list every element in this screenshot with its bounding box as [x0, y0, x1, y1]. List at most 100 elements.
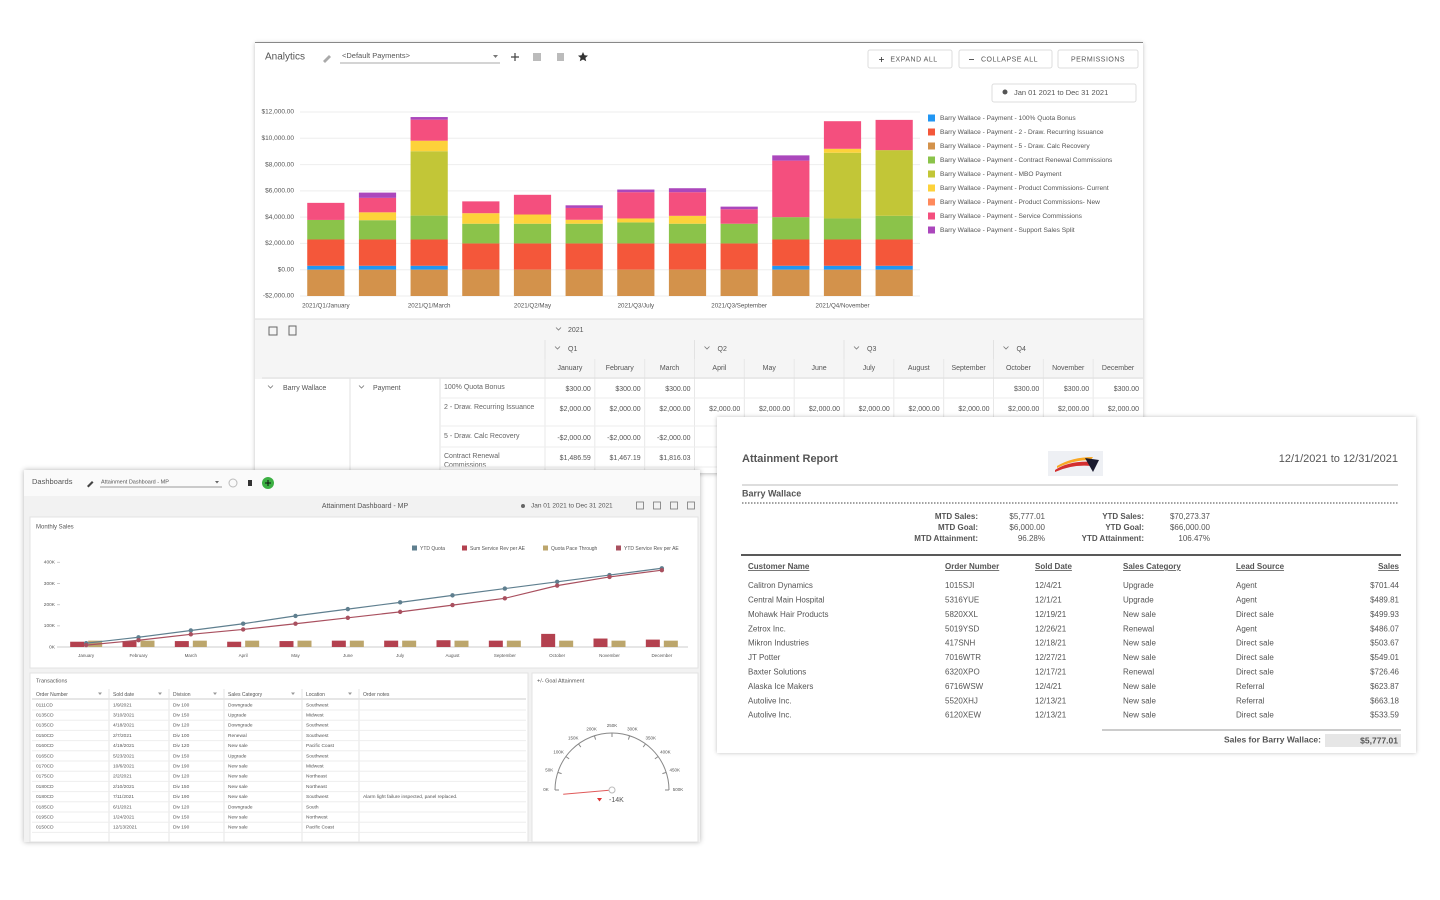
- gauge-value: -14K: [609, 797, 624, 804]
- table-cell: Downgrade: [228, 723, 253, 729]
- report-cell: Autolive Inc.: [748, 696, 792, 705]
- chevron[interactable]: [704, 346, 710, 350]
- column-header: Sold Date: [1035, 562, 1072, 571]
- bar-segment: [513, 243, 552, 270]
- column-header: Sales Category: [228, 692, 263, 698]
- legend-label: Barry Wallace - Payment - MBO Payment: [940, 171, 1062, 178]
- bar-segment: [617, 243, 655, 270]
- bar-segment: [875, 265, 913, 270]
- down-arrow: [597, 798, 602, 802]
- report-cell: Zetrox Inc.: [748, 624, 786, 633]
- pivot-cell: $1,467.19: [610, 455, 641, 462]
- chevron[interactable]: [358, 385, 365, 389]
- gauge-tick: [593, 735, 597, 740]
- delete-icon[interactable]: [248, 480, 252, 486]
- bar-segment: [823, 269, 862, 296]
- bar-segment: [772, 265, 810, 270]
- report-cell: $489.81: [1370, 596, 1399, 605]
- gauge-tick-label: 300K: [627, 726, 638, 731]
- edit-icon[interactable]: [323, 55, 331, 63]
- date-range-box[interactable]: [991, 83, 1137, 103]
- expand-icon: [879, 57, 884, 62]
- save-icon[interactable]: [533, 53, 541, 61]
- chevron[interactable]: [267, 385, 274, 389]
- share-icon[interactable]: [636, 501, 644, 510]
- line-series: [86, 567, 662, 644]
- chevron[interactable]: [1003, 346, 1009, 350]
- toolbar-button[interactable]: [867, 49, 953, 69]
- pivot-cell: $2,000.00: [859, 406, 890, 413]
- pivot-cell: $1,486.59: [560, 455, 591, 462]
- filter-icon[interactable]: [291, 692, 295, 696]
- column-header: Sold date: [113, 692, 134, 698]
- filter-icon[interactable]: [98, 692, 102, 696]
- report-cell: 12/13/21: [1035, 711, 1067, 720]
- legend-swatch: [928, 128, 935, 136]
- summary-value: 106.47%: [1178, 534, 1210, 543]
- analytics-canvas: Analytics <Default Payments> EXPAND ALL COL…: [255, 49, 1143, 471]
- bar-segment: [772, 239, 810, 266]
- edit-icon[interactable]: [87, 481, 94, 488]
- dashboard-heading: Attainment Dashboard - MP: [322, 503, 409, 510]
- edit-icon[interactable]: [670, 501, 678, 510]
- summary-value: $70,273.37: [1170, 512, 1211, 521]
- report-person: Barry Wallace: [742, 488, 801, 498]
- table-cell: Renewal: [228, 733, 247, 739]
- y-tick-label: 300K: [44, 581, 56, 587]
- bar-segment: [720, 243, 758, 270]
- y-tick-label: $2,000.00: [265, 240, 294, 247]
- fullscreen-icon[interactable]: [687, 501, 695, 510]
- add-icon[interactable]: [511, 53, 519, 61]
- export-icon[interactable]: [268, 326, 278, 336]
- line-series: [86, 569, 662, 646]
- total-value: $5,777.01: [1360, 735, 1398, 745]
- bar-segment: [358, 220, 397, 240]
- date-range: Jan 01 2021 to Dec 31 2021: [1014, 88, 1108, 97]
- chevron[interactable]: [853, 346, 860, 350]
- chevron[interactable]: [554, 346, 561, 350]
- legend-label: Sum Service Rev per AE: [470, 546, 526, 552]
- y-tick-label: 200K: [44, 602, 56, 608]
- pivot-cell: $300.00: [566, 386, 591, 393]
- table-cell: 0185CD: [36, 804, 54, 810]
- bar: [436, 640, 451, 647]
- gauge-tick-label: 500K: [673, 787, 684, 792]
- chevron[interactable]: [555, 327, 562, 331]
- line-marker: [293, 621, 298, 626]
- gauge-tick: [578, 743, 582, 748]
- line-marker: [136, 638, 141, 643]
- button-label: COLLAPSE ALL: [981, 56, 1038, 63]
- toolbar-button[interactable]: [958, 49, 1053, 69]
- table-cell: New sale: [228, 794, 248, 800]
- table-cell: Northwest: [306, 814, 328, 820]
- bar-segment: [410, 265, 448, 270]
- pivot-month: October: [1006, 365, 1032, 372]
- filter-icon[interactable]: [213, 692, 217, 696]
- bar-segment: [565, 219, 603, 224]
- delete-icon[interactable]: [557, 53, 564, 61]
- toolbar-button[interactable]: [1057, 49, 1139, 69]
- favorite-icon[interactable]: [578, 52, 588, 62]
- column-header: Order Number: [945, 562, 999, 571]
- add-plus: [265, 480, 271, 486]
- legend-swatch: [928, 142, 935, 150]
- summary-label: MTD Sales:: [935, 512, 978, 521]
- table-cell: New sale: [228, 825, 248, 831]
- pivot-month: May: [763, 365, 777, 372]
- bar-segment: [462, 201, 500, 214]
- filter-icon[interactable]: [158, 692, 162, 696]
- table-cell: Northeast: [306, 784, 327, 790]
- print-icon[interactable]: [288, 325, 297, 336]
- dashboard-window: Dashboards Attainment Dashboard - MP Attai…: [24, 470, 700, 842]
- info-icon[interactable]: [228, 478, 238, 488]
- report-cell: 5019YSD: [945, 624, 979, 633]
- table-cell: 0111CD: [36, 702, 53, 708]
- line-marker: [240, 627, 246, 632]
- table-cell: New sale: [228, 743, 248, 749]
- bar-segment: [565, 269, 603, 296]
- y-tick-label: 0K: [49, 644, 56, 650]
- filter-icon[interactable]: [348, 692, 352, 696]
- view-select: <Default Payments>: [342, 51, 411, 60]
- filter-icon[interactable]: [653, 501, 661, 510]
